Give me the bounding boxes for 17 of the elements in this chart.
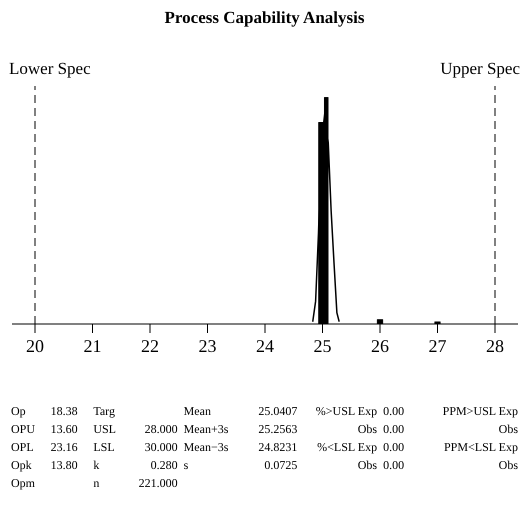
x-tick-label: 25 <box>314 336 332 356</box>
x-tick-label: 26 <box>371 336 389 356</box>
text: OPL 23.16 LSL 30.000 Mean−3s 24.8231 %<LSL Exp 0.00 PPM<LSL Exp <box>11 440 518 454</box>
ref-line-label: Upper Spec <box>440 59 520 78</box>
x-tick-label: 21 <box>84 336 102 356</box>
text: Opm n 221.000 <box>11 476 178 490</box>
x-tick-label: 22 <box>141 336 159 356</box>
ref-line-label: Lower Spec <box>9 59 92 78</box>
text: Opk 13.80 k 0.280 s 0.0725 Obs 0.00 Obs <box>11 458 518 472</box>
text: OPU 13.60 USL 28.000 Mean+3s 25.2563 Obs 0.00 Obs <box>11 422 518 436</box>
x-tick-label: 28 <box>486 336 504 356</box>
x-tick-label: 23 <box>198 336 216 356</box>
text: Op 18.38 Targ Mean 25.0407 %>USL Exp 0.00 PPM>USL Exp <box>11 404 518 418</box>
x-tick-label: 20 <box>26 336 44 356</box>
x-tick-label: 24 <box>256 336 274 356</box>
x-tick-label: 27 <box>428 336 446 356</box>
chart-title: Process Capability Analysis <box>164 8 366 29</box>
